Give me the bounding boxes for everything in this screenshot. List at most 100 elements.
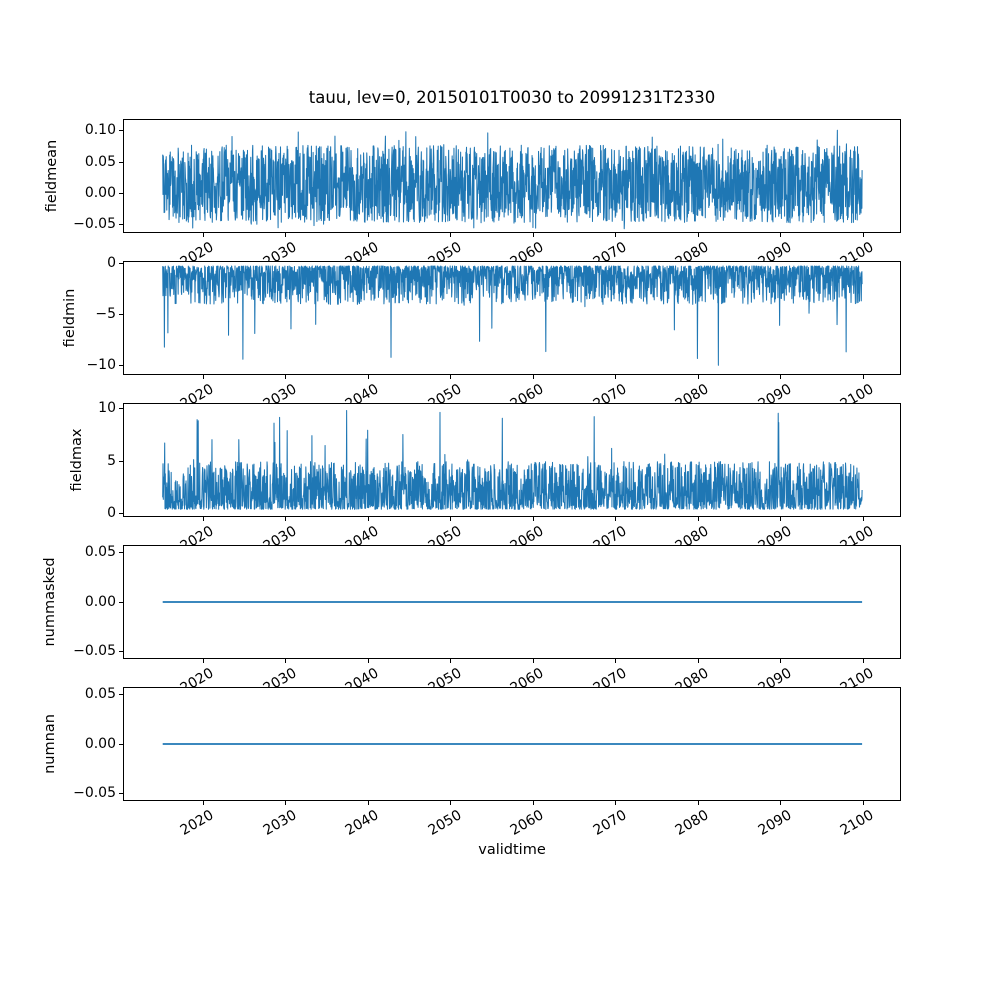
x-tick-label: 2040 bbox=[342, 381, 382, 413]
x-tick-mark bbox=[202, 801, 204, 805]
x-tick-label: 2060 bbox=[507, 381, 547, 413]
y-tick-label: 0.00 bbox=[84, 185, 116, 202]
x-tick-label: 2090 bbox=[755, 807, 795, 839]
x-tick-mark bbox=[780, 375, 782, 379]
x-tick-mark bbox=[615, 801, 617, 805]
y-tick-mark bbox=[119, 365, 123, 367]
x-tick-label: 2100 bbox=[837, 807, 877, 839]
x-tick-mark bbox=[367, 659, 369, 663]
y-tick-mark bbox=[119, 651, 123, 653]
x-tick-mark bbox=[202, 233, 204, 237]
x-tick-mark bbox=[862, 659, 864, 663]
x-tick-label: 2070 bbox=[590, 665, 630, 697]
plot-area-fieldmax bbox=[123, 403, 901, 517]
y-tick-mark bbox=[119, 193, 123, 195]
y-tick-label: 0.00 bbox=[84, 593, 116, 610]
x-tick-mark bbox=[532, 659, 534, 663]
y-axis-label-nummasked: nummasked bbox=[42, 557, 58, 647]
y-tick-mark bbox=[119, 743, 123, 745]
y-tick-mark bbox=[119, 693, 123, 695]
x-tick-label: 2020 bbox=[177, 381, 217, 413]
x-tick-label: 2090 bbox=[755, 239, 795, 271]
y-tick-label: 10 bbox=[98, 399, 116, 416]
x-tick-label: 2050 bbox=[425, 239, 465, 271]
x-tick-mark bbox=[780, 517, 782, 521]
x-tick-mark bbox=[450, 801, 452, 805]
y-tick-label: 0.00 bbox=[84, 735, 116, 752]
x-tick-mark bbox=[697, 801, 699, 805]
x-tick-mark bbox=[450, 517, 452, 521]
y-tick-label: 5 bbox=[107, 452, 116, 469]
y-tick-label: −10 bbox=[86, 357, 116, 374]
y-axis-label-fieldmax: fieldmax bbox=[69, 428, 85, 492]
x-tick-label: 2070 bbox=[590, 381, 630, 413]
x-tick-mark bbox=[697, 375, 699, 379]
y-tick-label: 0.10 bbox=[84, 122, 116, 139]
x-tick-mark bbox=[202, 517, 204, 521]
x-tick-label: 2090 bbox=[755, 381, 795, 413]
x-tick-mark bbox=[615, 659, 617, 663]
x-tick-label: 2050 bbox=[425, 381, 465, 413]
y-tick-label: 0.05 bbox=[84, 685, 116, 702]
figure-title: tauu, lev=0, 20150101T0030 to 20991231T2… bbox=[308, 88, 716, 107]
x-tick-label: 2060 bbox=[507, 807, 547, 839]
x-tick-label: 2060 bbox=[507, 239, 547, 271]
y-axis-label-numnan: numnan bbox=[42, 714, 58, 774]
plot-area-nummasked bbox=[123, 545, 901, 659]
x-tick-label: 2040 bbox=[342, 665, 382, 697]
x-tick-label: 2050 bbox=[425, 807, 465, 839]
x-tick-mark bbox=[285, 517, 287, 521]
x-tick-mark bbox=[532, 233, 534, 237]
y-tick-label: 0.05 bbox=[84, 543, 116, 560]
x-tick-mark bbox=[532, 801, 534, 805]
plot-area-fieldmean bbox=[123, 119, 901, 233]
plot-area-numnan bbox=[123, 687, 901, 801]
x-tick-mark bbox=[615, 233, 617, 237]
x-tick-mark bbox=[862, 375, 864, 379]
x-tick-label: 2040 bbox=[342, 523, 382, 555]
x-tick-mark bbox=[202, 659, 204, 663]
y-tick-label: −0.05 bbox=[73, 643, 116, 660]
x-tick-label: 2030 bbox=[260, 807, 300, 839]
y-tick-mark bbox=[119, 551, 123, 553]
x-tick-mark bbox=[532, 517, 534, 521]
plot-line-fieldmean bbox=[162, 129, 863, 230]
y-tick-mark bbox=[119, 460, 123, 462]
x-tick-label: 2090 bbox=[755, 523, 795, 555]
x-tick-label: 2020 bbox=[177, 665, 217, 697]
x-tick-label: 2070 bbox=[590, 807, 630, 839]
x-tick-label: 2030 bbox=[260, 665, 300, 697]
x-tick-mark bbox=[697, 659, 699, 663]
x-tick-label: 2030 bbox=[260, 523, 300, 555]
y-tick-mark bbox=[119, 262, 123, 264]
y-axis-label-fieldmean: fieldmean bbox=[44, 139, 60, 213]
y-tick-mark bbox=[119, 161, 123, 163]
x-tick-label: 2070 bbox=[590, 523, 630, 555]
x-tick-mark bbox=[780, 659, 782, 663]
x-tick-mark bbox=[285, 233, 287, 237]
x-tick-mark bbox=[862, 233, 864, 237]
y-tick-mark bbox=[119, 601, 123, 603]
plot-line-fieldmin bbox=[162, 265, 863, 366]
y-tick-label: −5 bbox=[95, 305, 116, 322]
x-tick-label: 2030 bbox=[260, 381, 300, 413]
plot-area-fieldmin bbox=[123, 261, 901, 375]
x-tick-mark bbox=[450, 375, 452, 379]
x-tick-label: 2040 bbox=[342, 239, 382, 271]
x-tick-label: 2100 bbox=[837, 381, 877, 413]
y-tick-mark bbox=[119, 313, 123, 315]
y-tick-mark bbox=[119, 130, 123, 132]
x-tick-label: 2020 bbox=[177, 807, 217, 839]
x-tick-mark bbox=[285, 801, 287, 805]
x-tick-mark bbox=[697, 517, 699, 521]
y-tick-label: 0.05 bbox=[84, 153, 116, 170]
y-axis-label-fieldmin: fieldmin bbox=[62, 288, 78, 348]
x-tick-label: 2080 bbox=[672, 665, 712, 697]
y-tick-mark bbox=[119, 793, 123, 795]
x-tick-mark bbox=[780, 801, 782, 805]
x-tick-label: 2100 bbox=[837, 523, 877, 555]
y-tick-label: 0 bbox=[107, 254, 116, 271]
x-tick-mark bbox=[367, 375, 369, 379]
y-tick-label: −0.05 bbox=[73, 216, 116, 233]
x-tick-label: 2040 bbox=[342, 807, 382, 839]
